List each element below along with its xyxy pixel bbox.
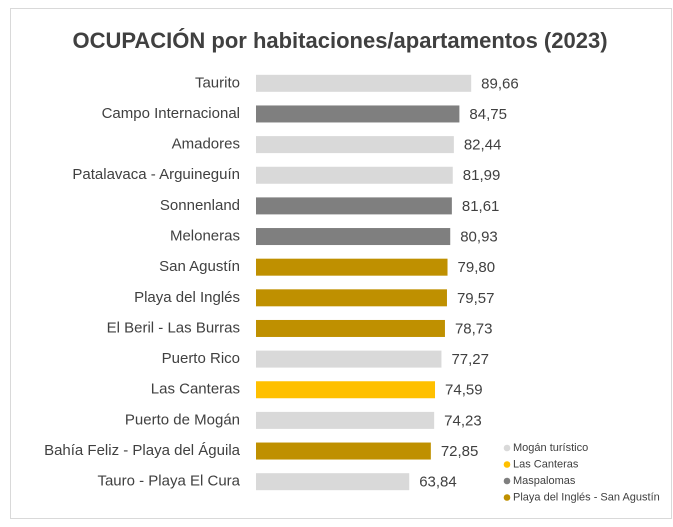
value-label: 84,75 <box>469 106 507 123</box>
legend-swatch <box>503 477 511 485</box>
bar <box>256 473 410 491</box>
y-tick-label: Puerto de Mogán <box>125 411 240 428</box>
bar <box>256 289 447 307</box>
y-tick-label: Taurito <box>195 74 240 91</box>
bar <box>256 105 460 123</box>
value-label: 81,99 <box>463 167 501 184</box>
bar <box>256 74 472 92</box>
y-tick-label: Amadores <box>172 136 240 153</box>
legend-label: Playa del Inglés - San Agustín <box>513 491 660 503</box>
y-tick-label: Playa del Inglés <box>134 289 240 306</box>
bar <box>256 136 454 154</box>
y-tick-label: Las Canteras <box>151 381 240 398</box>
y-tick-label: Meloneras <box>170 228 240 245</box>
y-tick-label: Bahía Feliz - Playa del Águila <box>44 442 241 459</box>
value-label: 78,73 <box>455 320 493 337</box>
legend-label: Las Canteras <box>513 458 579 470</box>
value-label: 89,66 <box>481 75 519 92</box>
value-label: 80,93 <box>460 229 498 246</box>
value-label: 77,27 <box>451 351 489 368</box>
bar <box>256 166 453 184</box>
chart-title: OCUPACIÓN por habitaciones/apartamentos … <box>72 28 607 53</box>
bar <box>256 411 435 429</box>
y-tick-label: Puerto Rico <box>162 350 240 367</box>
value-label: 79,80 <box>458 259 496 276</box>
y-tick-label: Sonnenland <box>160 197 240 214</box>
value-label: 74,59 <box>445 382 483 399</box>
y-tick-label: Campo Internacional <box>102 105 240 122</box>
y-tick-label: San Agustín <box>159 258 240 275</box>
value-label: 81,61 <box>462 198 500 215</box>
bar <box>256 197 452 215</box>
legend-swatch <box>503 461 511 468</box>
bar <box>256 228 451 246</box>
bar <box>256 381 436 399</box>
value-label: 63,84 <box>419 474 457 491</box>
bar <box>256 258 448 276</box>
value-label: 82,44 <box>464 137 502 154</box>
legend-swatch <box>503 444 511 452</box>
bar <box>256 442 431 460</box>
legend-label: Mogán turístico <box>513 442 588 454</box>
legend-label: Maspalomas <box>513 475 576 487</box>
legend-swatch <box>503 494 511 501</box>
bar <box>256 319 445 337</box>
value-label: 74,23 <box>444 412 482 429</box>
y-tick-label: Tauro - Playa El Cura <box>97 473 240 490</box>
value-label: 72,85 <box>441 443 479 460</box>
value-label: 79,57 <box>457 290 495 307</box>
bar <box>256 350 442 368</box>
y-tick-label: Patalavaca - Arguineguín <box>72 166 240 183</box>
y-tick-label: El Beril - Las Burras <box>107 319 240 336</box>
